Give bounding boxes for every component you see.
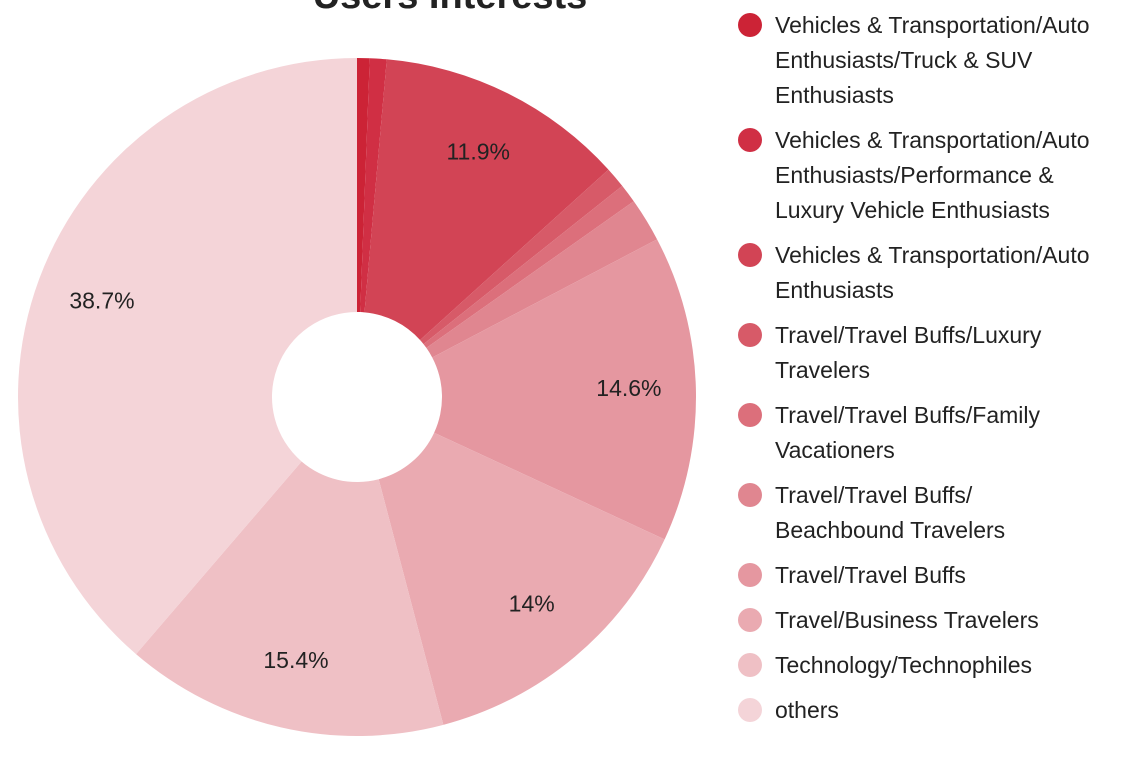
legend-label: Travel/Travel Buffs <box>775 562 966 588</box>
pie-slice <box>423 185 634 348</box>
chart-title: Users Interests <box>313 0 588 17</box>
pie-slice <box>364 59 609 340</box>
legend-item: Travel/Travel Buffs <box>738 558 1098 593</box>
pie-slice <box>420 169 623 345</box>
legend-label: Travel/Business Travelers <box>775 607 1039 633</box>
legend-swatch <box>738 243 762 267</box>
legend-swatch <box>738 323 762 347</box>
pie-slice <box>432 239 696 540</box>
pie-slice <box>378 432 665 725</box>
legend-label: Vehicles & Transportation/Auto Enthusias… <box>775 242 1090 303</box>
legend-label: Technology/Technophiles <box>775 652 1033 678</box>
legend-item: Travel/Travel Buffs/Luxury Travelers <box>738 318 1098 388</box>
legend-item: Vehicles & Transportation/Auto Enthusias… <box>738 123 1098 228</box>
legend-item: Vehicles & Transportation/Auto Enthusias… <box>738 238 1098 308</box>
legend-label: Travel/Travel Buffs/Luxury Travelers <box>775 322 1042 383</box>
legend-label: Travel/Travel Buffs/Family Vacationers <box>775 402 1041 463</box>
legend-swatch <box>738 653 762 677</box>
legend-item: others <box>738 693 1098 728</box>
data-label: 15.4% <box>263 647 328 673</box>
legend-item: Travel/Travel Buffs/Beachbound Travelers <box>738 478 1098 548</box>
legend-swatch <box>738 608 762 632</box>
legend-label: others <box>775 697 839 723</box>
legend-swatch <box>738 13 762 37</box>
data-label: 14% <box>509 591 555 617</box>
legend-item: Vehicles & Transportation/Auto Enthusias… <box>738 8 1098 113</box>
legend-item: Travel/Business Travelers <box>738 603 1098 638</box>
chart: Users Interests 11.9% 14.6% 14% 15.4% 38.7% <box>17 0 696 736</box>
legend-swatch <box>738 403 762 427</box>
pie-slice <box>17 58 357 655</box>
legend-label: Vehicles & Transportation/Auto Enthusias… <box>775 127 1090 223</box>
data-label: 11.9% <box>446 139 510 165</box>
data-label: 14.6% <box>596 375 661 401</box>
legend-swatch <box>738 563 762 587</box>
data-label: 38.7% <box>69 288 134 314</box>
pie-slice <box>426 201 658 358</box>
legend-item: Technology/Technophiles <box>738 648 1098 683</box>
legend-label: Travel/Travel Buffs/Beachbound Travelers <box>775 482 1006 543</box>
pie-slice <box>360 58 387 313</box>
legend-swatch <box>738 483 762 507</box>
legend-label: Vehicles & Transportation/Auto Enthusias… <box>775 12 1090 108</box>
legend-swatch <box>738 128 762 152</box>
legend: Vehicles & Transportation/Auto Enthusias… <box>738 8 1098 738</box>
pie-slice <box>357 58 370 313</box>
pie-slice <box>136 461 444 736</box>
legend-swatch <box>738 698 762 722</box>
legend-item: Travel/Travel Buffs/Family Vacationers <box>738 398 1098 468</box>
